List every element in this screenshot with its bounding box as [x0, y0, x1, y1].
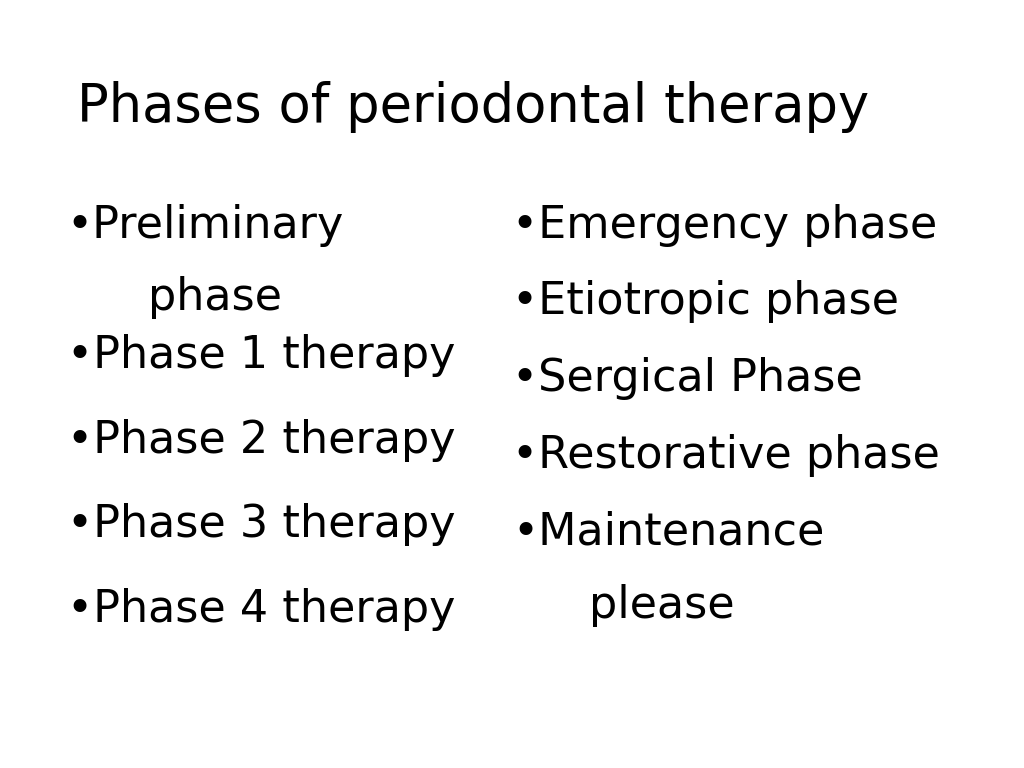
Text: Phases of periodontal therapy: Phases of periodontal therapy: [77, 81, 869, 133]
Text: •Emergency phase: •Emergency phase: [512, 204, 937, 247]
Text: •Sergical Phase: •Sergical Phase: [512, 357, 863, 400]
Text: •Maintenance: •Maintenance: [512, 511, 824, 554]
Text: •Etiotropic phase: •Etiotropic phase: [512, 280, 899, 323]
Text: •Phase 1 therapy: •Phase 1 therapy: [67, 334, 455, 377]
Text: please: please: [589, 584, 734, 627]
Text: •Preliminary: •Preliminary: [67, 204, 344, 247]
Text: phase: phase: [148, 276, 283, 319]
Text: •Phase 4 therapy: •Phase 4 therapy: [67, 588, 455, 631]
Text: •Phase 2 therapy: •Phase 2 therapy: [67, 419, 456, 462]
Text: •Restorative phase: •Restorative phase: [512, 434, 940, 477]
Text: •Phase 3 therapy: •Phase 3 therapy: [67, 503, 456, 546]
